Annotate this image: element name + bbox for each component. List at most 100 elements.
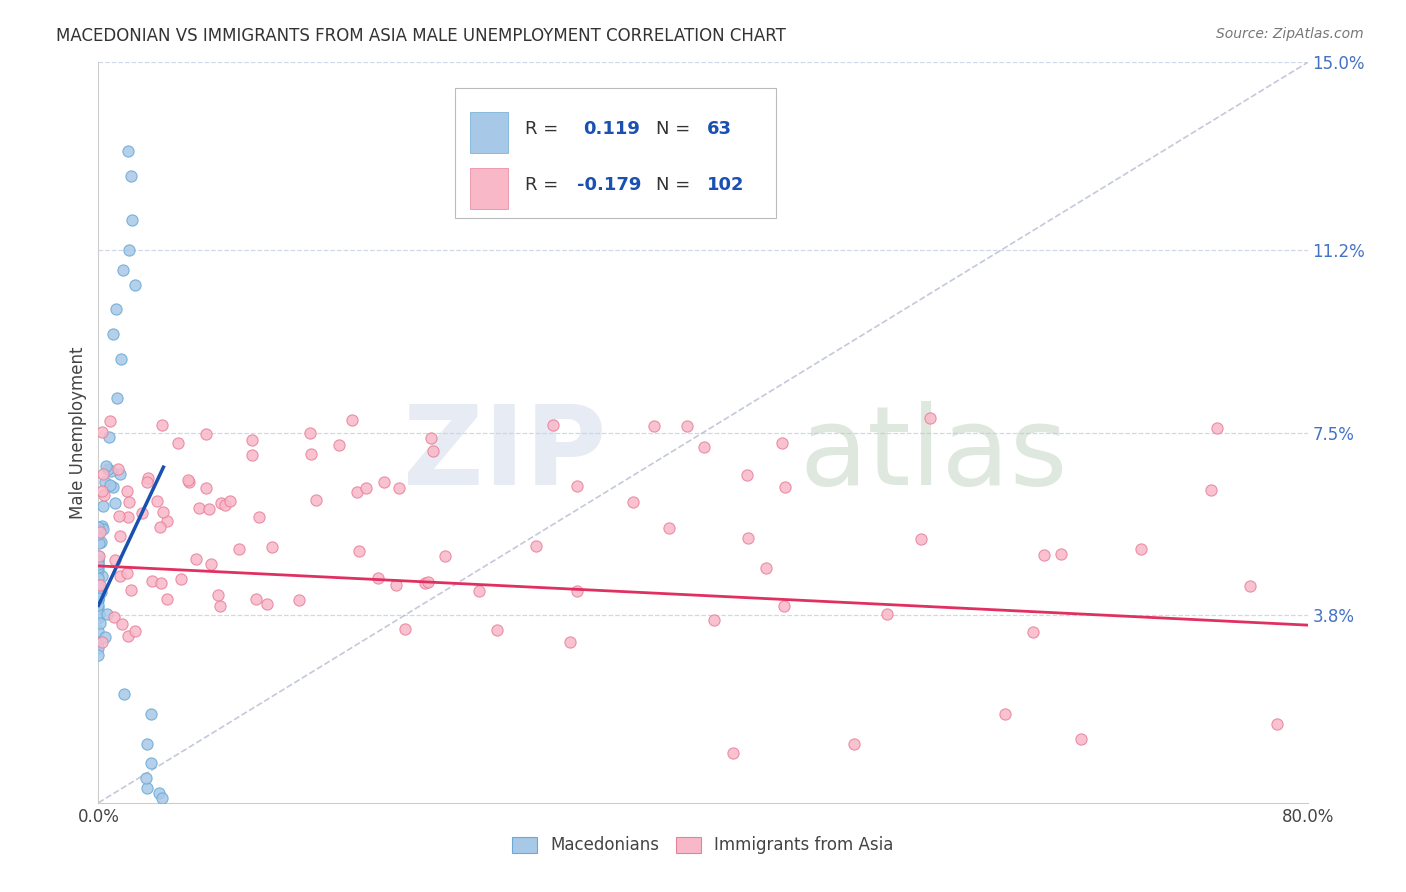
Point [112,262,135,277]
Point [207,588,229,602]
Point [288,593,311,607]
Point [228,541,250,556]
Point [167,435,190,450]
Point [93,499,115,513]
Point [214,498,236,512]
Legend: Macedonians, Immigrants from Asia: Macedonians, Immigrants from Asia [506,830,900,861]
Point [91,522,114,536]
Y-axis label: Male Unemployment: Male Unemployment [69,346,87,519]
Point [118,495,141,509]
Point [124,277,146,292]
FancyBboxPatch shape [470,168,509,209]
Point [90,534,112,549]
Point [200,558,222,572]
Point [219,494,242,508]
Point [184,552,207,566]
Point [87,640,110,655]
Point [240,433,263,447]
Point [100,464,122,478]
Point [87,563,110,577]
Point [737,531,759,545]
Point [245,591,267,606]
Point [120,582,142,597]
Point [994,706,1017,721]
Point [141,574,163,588]
Point [385,578,408,592]
Point [256,597,278,611]
Point [108,508,131,523]
Point [643,419,665,434]
Point [104,496,127,510]
Point [87,599,110,613]
Point [208,599,231,614]
Point [422,444,444,458]
Point [105,302,128,317]
Point [87,591,110,606]
Point [94,630,117,644]
Point [416,575,439,590]
Point [87,555,110,569]
Point [150,417,173,432]
Point [93,487,115,501]
Text: R =: R = [526,176,558,194]
Point [755,560,778,574]
Point [110,351,132,366]
Point [844,737,866,751]
Point [87,587,110,601]
Point [117,509,139,524]
Point [240,448,263,462]
Text: N =: N = [655,176,690,194]
Point [91,467,114,481]
Point [328,437,350,451]
Point [87,578,110,592]
Point [485,623,508,637]
Point [1033,548,1056,562]
Point [170,572,193,586]
Point [87,553,110,567]
Point [910,533,932,547]
Point [149,576,172,591]
Point [115,566,138,581]
Point [770,435,793,450]
Point [145,494,167,508]
Point [420,432,443,446]
Point [90,519,112,533]
Text: ZIP: ZIP [404,401,606,508]
Point [110,529,132,543]
Point [876,607,898,621]
Point [87,607,110,621]
Point [124,624,146,639]
Point [121,213,143,227]
Point [94,459,117,474]
Point [693,440,716,454]
Text: Source: ZipAtlas.com: Source: ZipAtlas.com [1216,27,1364,41]
Point [87,648,110,662]
Point [434,549,457,563]
Point [621,495,644,509]
Point [118,243,141,257]
Point [150,790,173,805]
Point [305,493,328,508]
Point [468,584,491,599]
Point [658,521,681,535]
Point [1239,579,1261,593]
Point [117,629,139,643]
Point [87,624,110,638]
Point [367,571,389,585]
Point [101,326,124,341]
Point [103,610,125,624]
FancyBboxPatch shape [456,88,776,218]
Point [156,591,179,606]
Point [112,687,135,701]
Point [136,737,159,751]
Point [87,592,110,607]
Point [340,413,363,427]
Point [91,425,114,439]
Point [108,569,131,583]
Point [117,483,139,498]
Point [87,611,110,625]
Point [1199,483,1222,497]
Point [91,635,114,649]
Point [197,501,219,516]
Point [135,475,157,490]
